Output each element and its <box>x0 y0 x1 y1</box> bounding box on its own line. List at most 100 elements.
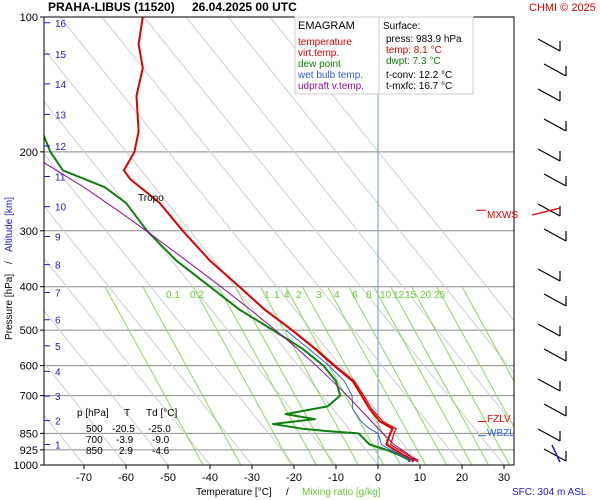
fzlv-label: FZLV <box>487 414 511 425</box>
legend-wet-bulb: wet bulb temp. <box>297 70 363 81</box>
table-cell: -25.0 <box>148 424 171 435</box>
wind-barb <box>537 88 561 102</box>
pressure-tick-label: 700 <box>20 391 38 403</box>
temperature-tick-label: -50 <box>160 472 176 484</box>
table-header-t: T <box>124 408 130 419</box>
mixing-ratio-line <box>259 286 359 465</box>
altitude-tick-label: 10 <box>55 203 67 214</box>
table-cell: 850 <box>86 446 103 457</box>
y-axis-label-sep: / <box>4 261 15 264</box>
mixing-ratio-layer: 0.1 0.2 1 1 4 2 3 4 6 8 10 12 15 20 25 <box>104 286 514 465</box>
surface-heading: Surface: <box>383 21 420 32</box>
mixing-ratio-label: 6 <box>352 290 358 301</box>
mixing-ratio-line <box>301 286 401 465</box>
wind-barb-staff <box>543 173 567 187</box>
x-axis-label-temp: Temperature [°C] <box>196 487 272 498</box>
wind-barb <box>537 203 561 217</box>
mixing-ratio-line <box>436 286 514 429</box>
temperature-tick-label: 20 <box>456 472 468 484</box>
wind-barb <box>543 63 567 77</box>
dry-adiabat-line <box>101 17 463 465</box>
wind-barb <box>537 428 561 442</box>
dry-adiabat-line <box>44 153 295 465</box>
mixing-ratio-label: 1 <box>274 290 280 301</box>
pressure-tick-label: 850 <box>20 428 38 440</box>
sounding-datetime: 26.04.2025 00 UTC <box>192 0 297 14</box>
sfc-label: SFC: 304 m ASL <box>512 487 587 498</box>
dry-adiabat-line <box>44 205 253 465</box>
wind-barb <box>537 268 561 282</box>
mixing-ratio-label: 20 <box>420 290 432 301</box>
wind-barb-staff <box>537 323 561 337</box>
table-cell: 500 <box>86 424 103 435</box>
altitude-tick-label: 12 <box>55 142 67 153</box>
altitude-tick-label: 13 <box>55 110 67 121</box>
dry-adiabat-line <box>44 48 379 465</box>
mixing-ratio-label: 3 <box>316 290 322 301</box>
pressure-tick-label: 300 <box>20 226 38 238</box>
mixing-ratio-label: 2 <box>296 290 302 301</box>
surface-temp: temp: 8.1 °C <box>386 45 442 56</box>
wind-barb-staff <box>537 88 561 102</box>
surface-info-box: Surface: press: 983.9 hPa temp: 8.1 °C d… <box>378 16 474 95</box>
wind-barb <box>543 173 567 187</box>
mixing-ratio-line <box>461 286 514 383</box>
legend-updraft-vtemp: udpraft v.temp. <box>298 81 364 92</box>
wind-barb <box>537 148 561 162</box>
pressure-tick-label: 600 <box>20 361 38 373</box>
altitude-tick-label: 9 <box>55 233 61 244</box>
wind-barb <box>543 403 567 417</box>
wind-barb-staff <box>537 428 561 442</box>
mixing-ratio-label: 25 <box>434 290 446 301</box>
pressure-tick-label: 500 <box>20 325 38 337</box>
altitude-tick-label: 2 <box>55 417 61 428</box>
wind-barb <box>543 293 567 307</box>
series-udpraft-v-temp <box>44 162 418 463</box>
credit-text: CHMI © 2025 <box>529 2 596 14</box>
temperature-tick-label: 30 <box>498 472 510 484</box>
mixing-ratio-line <box>285 286 385 465</box>
wind-barb <box>543 448 567 462</box>
temperature-tick-label: -40 <box>202 472 218 484</box>
mixing-ratio-line <box>327 286 427 465</box>
wind-barb <box>537 378 561 392</box>
dry-adiabat-line <box>44 362 127 465</box>
max-wind-barb <box>531 207 561 216</box>
temperature-tick-label: 0 <box>375 472 381 484</box>
legend-heading: EMAGRAM <box>298 20 355 32</box>
series-wet-bulb-temp <box>285 329 412 463</box>
wind-barb-staff <box>543 293 567 307</box>
series-dew-point <box>44 133 411 463</box>
temperature-tick-label: -10 <box>328 472 344 484</box>
dry-adiabat-line <box>44 309 169 465</box>
table-cell: 700 <box>86 435 103 446</box>
table-header-td: Td [°C] <box>146 408 177 419</box>
altitude-tick-label: 7 <box>55 288 61 299</box>
mixing-ratio-label: 12 <box>393 290 405 301</box>
legend-box: EMAGRAM temperature virt.temp. dew point… <box>294 16 380 95</box>
mixing-ratio-label: 8 <box>366 290 372 301</box>
dry-adiabat-line <box>227 17 514 374</box>
altitude-tick-label: 14 <box>55 80 67 91</box>
table-cell: -20.5 <box>112 424 135 435</box>
legend-dew-point: dew point <box>298 59 341 70</box>
wind-barb <box>543 348 567 362</box>
mixing-ratio-line <box>390 286 490 465</box>
table-cell: -9.0 <box>152 435 170 446</box>
station-title: PRAHA-LIBUS (11520) <box>48 0 175 14</box>
legend-virtual-temp: virt.temp. <box>298 48 339 59</box>
legend-temperature: temperature <box>298 37 352 48</box>
temperature-tick-label: -20 <box>286 472 302 484</box>
mixing-ratio-label: 4 <box>334 290 340 301</box>
altitude-tick-label: 11 <box>55 172 66 183</box>
profile-series-layer <box>44 17 419 463</box>
mixing-ratio-line <box>192 286 292 465</box>
tropopause-label: Tropo <box>138 193 164 204</box>
surface-tmxfc: t-mxfc: 16.7 °C <box>386 81 452 92</box>
mixing-ratio-line <box>104 286 204 465</box>
surface-wind-barb <box>551 444 561 463</box>
y-axis-label-pressure: Pressure [hPa] <box>4 274 15 340</box>
wind-barb-staff <box>543 228 567 242</box>
